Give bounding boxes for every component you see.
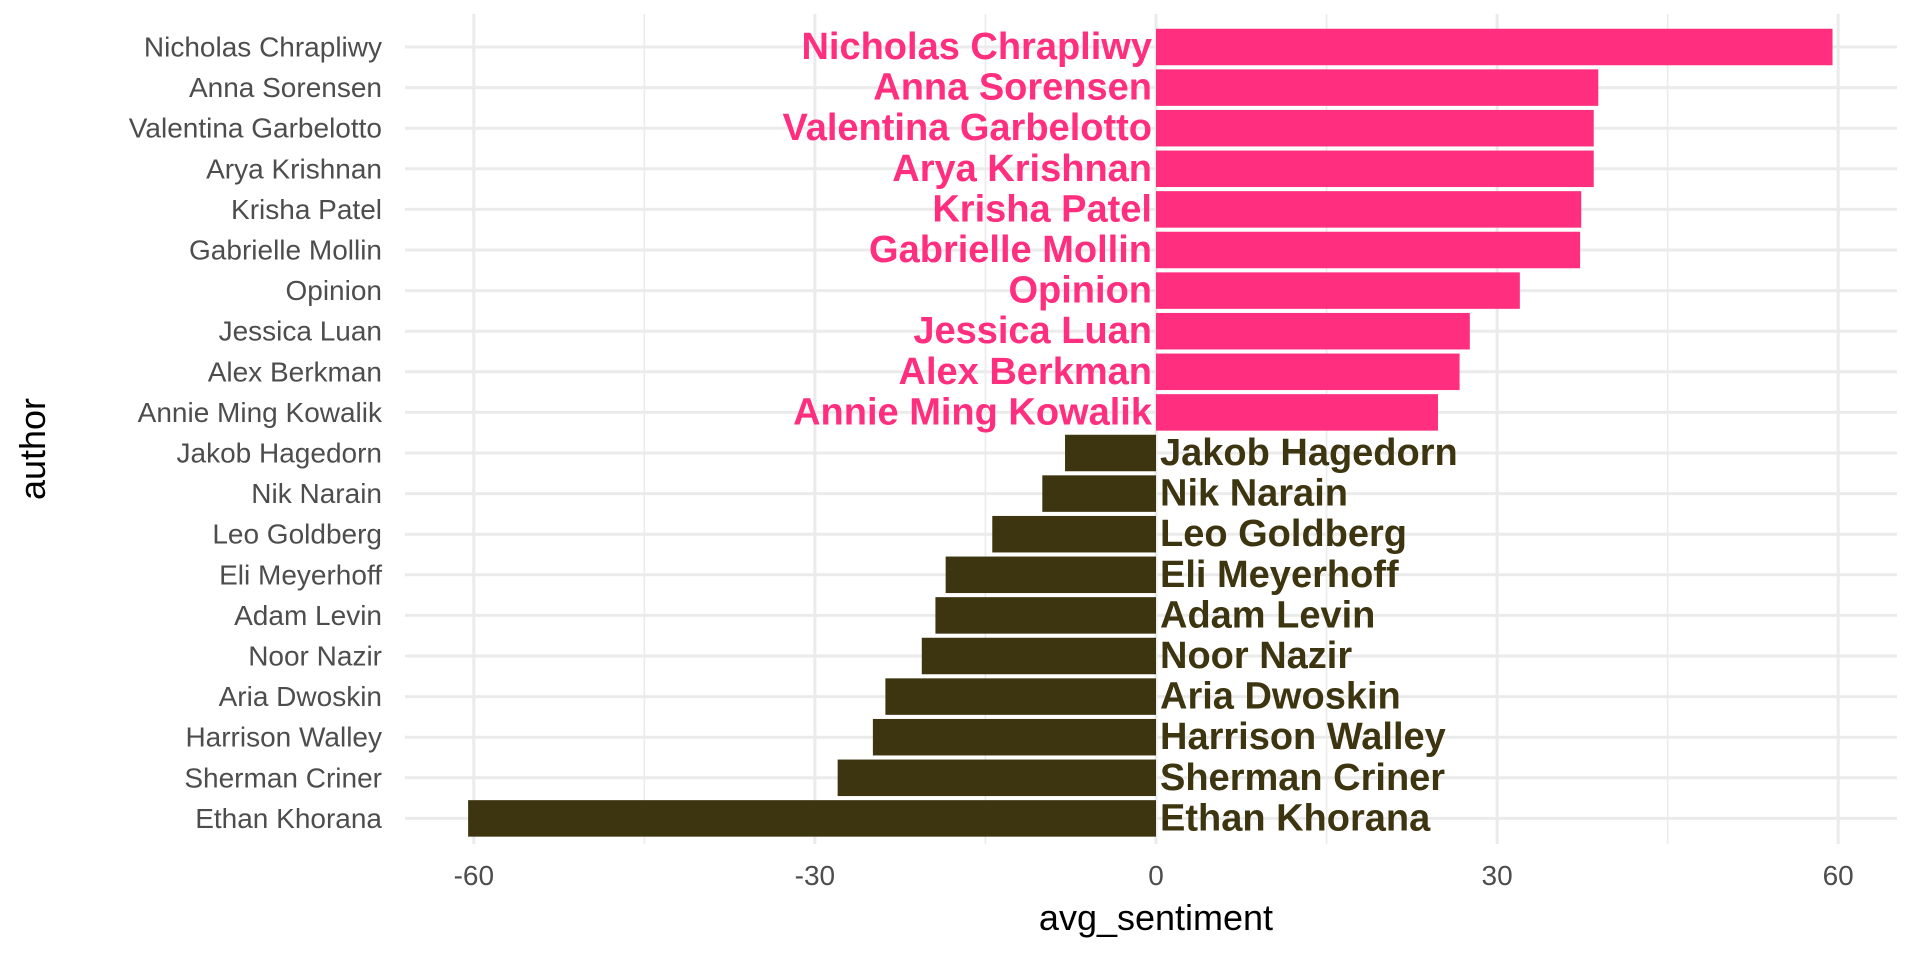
y-tick-label: Nicholas Chrapliwy [144, 32, 382, 63]
y-tick-label: Nik Narain [251, 478, 382, 509]
y-tick-label: Ethan Khorana [195, 803, 382, 834]
bar [1156, 28, 1833, 66]
y-axis-ticks: Nicholas Chrapliwy Anna Sorensen Valentina… [129, 32, 383, 834]
bar [1156, 69, 1599, 106]
bar-label: Ethan Khorana [1160, 797, 1431, 839]
y-tick-label: Aria Dwoskin [219, 681, 382, 712]
y-axis-title: author [12, 398, 53, 500]
bar [992, 515, 1156, 553]
bar [1156, 394, 1438, 431]
bar-label: Adam Levin [1160, 594, 1375, 636]
bar-label: Aria Dwoskin [1160, 676, 1401, 718]
bar [1065, 434, 1156, 472]
x-tick-label: -30 [795, 860, 835, 891]
y-tick-label: Alex Berkman [208, 356, 382, 387]
bar-label: Anna Sorensen [873, 67, 1152, 109]
y-tick-label: Jakob Hagedorn [177, 438, 382, 469]
bar-label: Opinion [1008, 270, 1152, 312]
bar-label: Alex Berkman [899, 351, 1152, 393]
bar [837, 759, 1156, 797]
bar-label: Harrison Walley [1160, 716, 1446, 758]
bar-label: Jessica Luan [913, 310, 1152, 352]
y-tick-label: Noor Nazir [248, 641, 382, 672]
y-tick-label: Sherman Criner [184, 762, 382, 793]
y-tick-label: Gabrielle Mollin [189, 235, 382, 266]
bar [1156, 231, 1581, 269]
y-tick-label: Harrison Walley [185, 722, 382, 753]
bar [468, 800, 1156, 837]
bar-label: Annie Ming Kowalik [793, 391, 1153, 433]
y-tick-label: Eli Meyerhoff [219, 559, 382, 590]
y-tick-label: Annie Ming Kowalik [138, 397, 383, 428]
x-tick-label: 0 [1148, 860, 1164, 891]
bar [1042, 475, 1156, 512]
x-tick-label: -60 [454, 860, 494, 891]
bar-label: Noor Nazir [1160, 635, 1352, 677]
y-tick-label: Opinion [285, 275, 382, 306]
y-tick-label: Arya Krishnan [206, 153, 382, 184]
bar [921, 637, 1156, 675]
bar [872, 718, 1156, 756]
x-tick-label: 30 [1482, 860, 1513, 891]
bar [885, 678, 1156, 715]
bar-label: Arya Krishnan [892, 148, 1152, 190]
x-axis-ticks: -60 -30 0 30 60 [454, 860, 1854, 891]
bar [1156, 272, 1520, 309]
y-tick-label: Valentina Garbelotto [129, 113, 382, 144]
x-axis-title: avg_sentiment [1039, 897, 1273, 938]
bar [945, 556, 1156, 594]
bar [1156, 353, 1460, 391]
bar-label: Eli Meyerhoff [1160, 554, 1399, 596]
bar [1156, 150, 1594, 188]
bar-label: Sherman Criner [1160, 757, 1445, 799]
bars [468, 28, 1833, 837]
bar-label: Gabrielle Mollin [869, 229, 1152, 271]
bar [1156, 109, 1594, 147]
bar [1156, 191, 1582, 228]
bar-label: Krisha Patel [932, 188, 1152, 230]
bar [935, 597, 1156, 634]
x-tick-label: 60 [1823, 860, 1854, 891]
bar-label: Valentina Garbelotto [782, 107, 1152, 149]
y-tick-label: Jessica Luan [219, 316, 382, 347]
y-tick-label: Adam Levin [234, 600, 382, 631]
y-tick-label: Anna Sorensen [189, 72, 382, 103]
bar [1156, 312, 1470, 350]
bar-label: Nicholas Chrapliwy [801, 26, 1152, 68]
bar-label: Leo Goldberg [1160, 513, 1407, 555]
y-tick-label: Leo Goldberg [212, 519, 382, 550]
y-tick-label: Krisha Patel [231, 194, 382, 225]
bar-label: Nik Narain [1160, 473, 1348, 515]
bar-label: Jakob Hagedorn [1160, 432, 1458, 474]
